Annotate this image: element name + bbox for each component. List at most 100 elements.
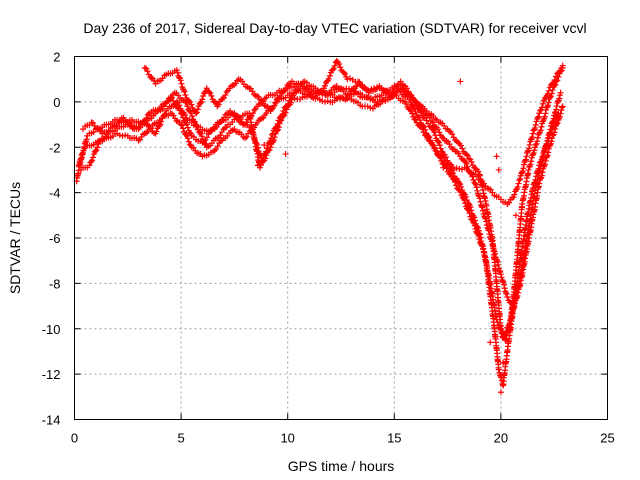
x-tick-label: 20 [494, 431, 508, 446]
y-tick-label: 2 [53, 50, 60, 65]
data-point-interp [203, 134, 210, 141]
series-sparse-outliers [254, 78, 526, 396]
data-point-interp [537, 107, 544, 114]
data-point-interp [184, 124, 191, 131]
data-point-interp [435, 138, 442, 145]
data-point-interp [534, 138, 541, 145]
data-point-interp [321, 82, 328, 89]
data-point-interp [153, 128, 160, 135]
data-point-interp [544, 103, 551, 110]
data-point [525, 166, 532, 173]
data-point [182, 92, 189, 99]
data-point-interp [174, 69, 181, 76]
data-point-interp [475, 192, 482, 199]
data-point-interp [468, 216, 475, 223]
data-point-interp [449, 163, 456, 170]
data-point-interp [529, 134, 536, 141]
data-point [557, 89, 564, 96]
data-point [278, 117, 285, 124]
data-point-interp [168, 94, 175, 101]
data-point-interp [549, 119, 556, 126]
y-tick-label: -4 [49, 186, 61, 201]
data-point-interp [184, 103, 191, 110]
data-point-interp [547, 126, 554, 133]
data-point [455, 139, 462, 146]
data-point [429, 119, 436, 126]
data-point [438, 157, 445, 164]
data-point-interp [473, 184, 480, 191]
data-point-interp [526, 141, 533, 148]
data-point-interp [89, 157, 96, 164]
data-point [173, 67, 180, 74]
x-tick-label: 0 [71, 431, 78, 446]
data-point-interp [329, 66, 336, 73]
data-point-interp [179, 122, 186, 129]
data-point-interp [464, 163, 471, 170]
data-point-interp [271, 102, 278, 109]
data-point-interp [438, 148, 445, 155]
data-point-interp [178, 80, 185, 87]
data-point [427, 137, 434, 144]
y-tick-label: -12 [42, 367, 61, 382]
data-point-interp [208, 92, 215, 99]
data-point-interp [426, 134, 433, 141]
data-point-interp [412, 108, 419, 115]
data-point-interp [183, 99, 190, 106]
data-point [493, 153, 500, 160]
data-point-interp [326, 72, 333, 79]
data-point-interp [403, 85, 410, 92]
data-point-interp [197, 99, 204, 106]
data-point-interp [162, 111, 169, 118]
data-point-interp [193, 109, 200, 116]
data-point-interp [479, 243, 486, 250]
x-axis-label: GPS time / hours [288, 458, 395, 474]
data-point-interp [432, 147, 439, 154]
data-point-interp [522, 156, 529, 163]
data-point-interp [291, 95, 298, 102]
data-point-interp [420, 122, 427, 129]
data-point-interp [489, 242, 496, 248]
y-axis-label: SDTVAR / TECUs [7, 182, 23, 294]
data-point-interp [322, 98, 329, 105]
data-point [86, 162, 93, 169]
data-point-interp [552, 125, 559, 132]
data-point-interp [556, 68, 563, 75]
data-point-interp [194, 106, 201, 113]
data-point-interp [457, 142, 464, 149]
data-point [495, 366, 502, 373]
data-point-interp [488, 238, 495, 245]
data-point-interp [538, 123, 545, 130]
data-point-interp [475, 168, 482, 175]
data-point-interp [215, 101, 222, 108]
data-point-interp [537, 127, 544, 134]
data-point-interp [544, 90, 551, 97]
data-point [182, 98, 189, 105]
data-point-interp [481, 214, 488, 221]
data-point-interp [511, 191, 518, 198]
data-point-interp [501, 285, 508, 292]
data-point-interp [486, 231, 493, 238]
data-point-interp [318, 88, 325, 95]
data-point-interp [465, 207, 472, 214]
data-point [472, 180, 479, 187]
data-point [487, 339, 494, 346]
data-point-interp [94, 144, 101, 151]
data-point-interp [422, 126, 429, 133]
data-point-interp [196, 129, 203, 136]
data-point [523, 153, 530, 160]
data-point [465, 155, 472, 162]
data-point-interp [189, 113, 196, 120]
y-tick-labels: -14 -12 -10 -8 -6 -4 -2 0 2 [42, 50, 61, 428]
data-point-interp [219, 95, 226, 102]
data-point-interp [263, 152, 270, 159]
data-point-interp [435, 126, 442, 133]
data-point-interp [188, 110, 195, 117]
data-point-interp [277, 92, 284, 99]
data-point-interp [268, 105, 275, 112]
data-point-interp [553, 106, 560, 113]
data-point-interp [467, 170, 474, 177]
data-point-interp [552, 73, 559, 80]
plot-frame [74, 56, 608, 420]
data-point-interp [469, 173, 476, 180]
data-point-interp [272, 99, 279, 106]
